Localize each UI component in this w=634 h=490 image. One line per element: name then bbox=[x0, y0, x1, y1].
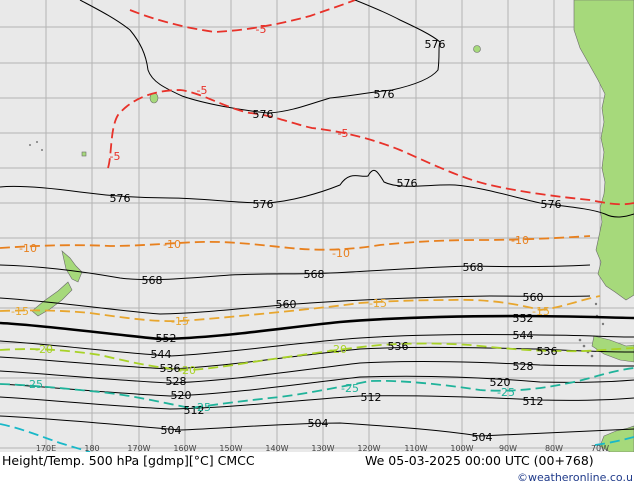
isotherm-label: -5 bbox=[110, 150, 121, 163]
isotherm-minus15 bbox=[0, 295, 601, 323]
lon-label: 70W bbox=[591, 444, 609, 453]
contour-552 bbox=[0, 314, 634, 341]
contour-544 bbox=[0, 333, 634, 357]
map-title: Height/Temp. 500 hPa [gdmp][°C] CMCC bbox=[2, 453, 255, 468]
isotherm-minus30 bbox=[0, 423, 91, 453]
small-island-3 bbox=[81, 151, 87, 157]
isotherm-label: -25 bbox=[497, 386, 515, 399]
temperature-contours bbox=[0, 0, 634, 453]
isotherm-label: -15 bbox=[11, 305, 29, 318]
height-label: 520 bbox=[171, 389, 192, 402]
forecast-date: We 05-03-2025 00:00 UTC (00+768) bbox=[365, 453, 594, 468]
contour-528 bbox=[0, 361, 634, 384]
height-label: 512 bbox=[361, 391, 382, 404]
height-label: 576 bbox=[425, 38, 446, 51]
isotherm-label: -20 bbox=[329, 343, 347, 356]
height-label: 544 bbox=[513, 329, 534, 342]
isotherm-label: -15 bbox=[369, 297, 387, 310]
height-label: 576 bbox=[397, 177, 418, 190]
isotherm-label: -5 bbox=[197, 84, 208, 97]
height-label: 576 bbox=[253, 108, 274, 121]
small-island-2 bbox=[473, 45, 481, 53]
contour-576-north bbox=[79, 0, 441, 114]
contour-504 bbox=[0, 415, 634, 437]
height-label: 536 bbox=[537, 345, 558, 358]
height-label: 576 bbox=[253, 198, 274, 211]
contour-560 bbox=[0, 295, 591, 315]
height-label: 552 bbox=[156, 332, 177, 345]
height-label: 504 bbox=[161, 424, 182, 437]
height-label: 552 bbox=[513, 312, 534, 325]
isotherm-minus25 bbox=[0, 367, 634, 409]
height-label: 568 bbox=[304, 268, 325, 281]
antarctic-peninsula bbox=[599, 425, 634, 453]
height-label: 544 bbox=[151, 348, 172, 361]
contour-576-lower bbox=[0, 169, 634, 218]
isotherm-label: -25 bbox=[341, 382, 359, 395]
height-label: 576 bbox=[541, 198, 562, 211]
isotherm-label: -25 bbox=[25, 378, 43, 391]
height-label: 520 bbox=[490, 376, 511, 389]
isotherm-label: -10 bbox=[19, 242, 37, 255]
lon-label: 170E bbox=[36, 444, 56, 453]
isotherm-label: -20 bbox=[35, 343, 53, 356]
ocean-background bbox=[0, 0, 634, 452]
isotherm-label: -10 bbox=[511, 234, 529, 247]
longitude-labels: 170E 180 170W 160W 150W 140W 130W 120W 1… bbox=[36, 444, 609, 453]
height-label: 504 bbox=[308, 417, 329, 430]
isotherm-label: -15 bbox=[532, 305, 550, 318]
isotherm-minus10 bbox=[0, 235, 591, 251]
lon-label: 110W bbox=[404, 444, 427, 453]
height-label: 528 bbox=[166, 375, 187, 388]
isotherm-minus5-b bbox=[107, 89, 634, 206]
lon-label: 90W bbox=[499, 444, 517, 453]
height-label: 568 bbox=[463, 261, 484, 274]
height-label: 576 bbox=[374, 88, 395, 101]
south-america bbox=[573, 0, 634, 301]
isotherm-label: -10 bbox=[332, 247, 350, 260]
isotherm-label: -20 bbox=[178, 364, 196, 377]
contour-568 bbox=[0, 264, 591, 281]
height-label: 512 bbox=[523, 395, 544, 408]
isotherm-label: -5 bbox=[338, 127, 349, 140]
height-label: 504 bbox=[472, 431, 493, 444]
isotherm-minus20 bbox=[0, 342, 634, 371]
new-zealand-south bbox=[31, 281, 73, 317]
height-label: 536 bbox=[160, 362, 181, 375]
lon-label: 150W bbox=[219, 444, 242, 453]
height-label: 576 bbox=[110, 192, 131, 205]
lon-label: 180 bbox=[84, 444, 99, 453]
height-label: 560 bbox=[276, 298, 297, 311]
height-label: 560 bbox=[523, 291, 544, 304]
temperature-labels: -5 -5 -5 -5 -10 -10 -10 -10 -15 -15 -15 … bbox=[11, 23, 550, 414]
height-label: 512 bbox=[184, 404, 205, 417]
lon-label: 80W bbox=[545, 444, 563, 453]
lon-label: 120W bbox=[357, 444, 380, 453]
isotherm-label: -15 bbox=[171, 315, 189, 328]
contour-512 bbox=[0, 395, 634, 410]
height-label: 536 bbox=[388, 340, 409, 353]
lon-label: 100W bbox=[450, 444, 473, 453]
contour-536 bbox=[0, 346, 634, 370]
site-credit[interactable]: ©weatheronline.co.uk bbox=[517, 471, 634, 484]
isotherm-label: -10 bbox=[163, 238, 181, 251]
new-zealand-north bbox=[61, 250, 83, 283]
isotherm-label: -25 bbox=[193, 401, 211, 414]
isotherm-label: -5 bbox=[256, 23, 267, 36]
height-label: 528 bbox=[513, 360, 534, 373]
height-label: 568 bbox=[142, 274, 163, 287]
footer-background bbox=[0, 452, 634, 490]
lon-label: 160W bbox=[173, 444, 196, 453]
isotherm-minus5-a bbox=[129, 0, 356, 33]
height-labels: 576 576 576 576 576 576 576 568 568 568 … bbox=[110, 38, 562, 444]
landmasses bbox=[31, 0, 634, 453]
lon-label: 140W bbox=[265, 444, 288, 453]
lon-label: 170W bbox=[127, 444, 150, 453]
lon-label: 130W bbox=[311, 444, 334, 453]
isotherm-minus30-east bbox=[594, 436, 634, 446]
